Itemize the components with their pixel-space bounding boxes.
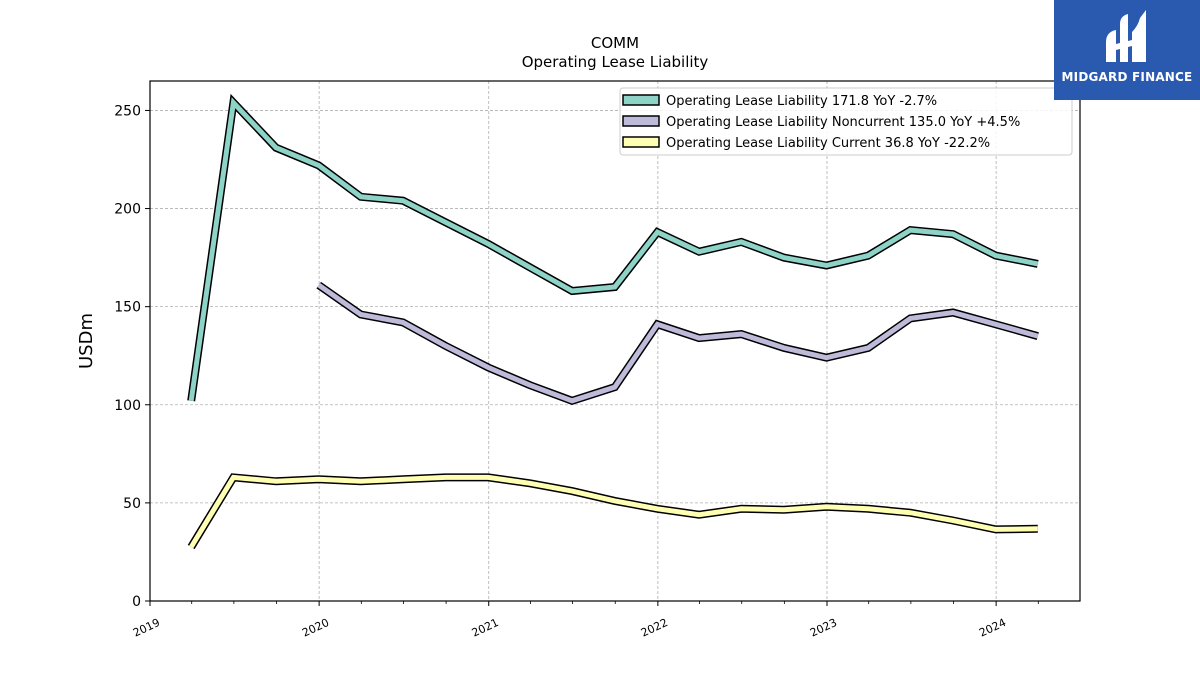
- x-tick-label: 2019: [131, 616, 162, 640]
- gridlines: [149, 81, 1080, 602]
- x-tick-label: 2023: [808, 616, 839, 640]
- series-line: [317, 283, 1039, 404]
- logo-mark-icon: [1106, 10, 1146, 62]
- legend-box: [619, 87, 1073, 156]
- axis-ticks: 0 50 100 150 200 250 2019 2020 2021 2022 2023 2024: [114, 103, 1039, 640]
- x-tick-label: 2024: [977, 616, 1008, 640]
- legend-swatch: [622, 115, 660, 127]
- y-tick-label: 100: [114, 398, 141, 414]
- y-tick-label: 200: [114, 202, 141, 218]
- y-tick-label: 250: [114, 103, 141, 119]
- series-line: [189, 474, 1038, 549]
- y-axis-label: USDm: [76, 313, 97, 369]
- x-tick-label: 2020: [300, 616, 331, 640]
- series-line-outline: [316, 281, 1039, 406]
- logo-text: MIDGARD FINANCE: [1061, 70, 1193, 84]
- legend-label: Operating Lease Liability Noncurrent 135…: [666, 115, 1020, 130]
- chart-title: COMM: [591, 34, 639, 52]
- series-line: [188, 97, 1039, 402]
- legend-swatch: [622, 94, 660, 106]
- y-tick-label: 0: [132, 594, 141, 610]
- series-group: [187, 93, 1039, 550]
- y-tick-label: 150: [114, 300, 141, 316]
- plot-frame: [149, 80, 1081, 602]
- x-tick-label: 2021: [470, 616, 501, 640]
- legend-swatch: [622, 136, 660, 148]
- y-tick-label: 50: [123, 496, 141, 512]
- brand-logo: MIDGARD FINANCE: [1054, 0, 1200, 100]
- legend: Operating Lease Liability 171.8 YoY -2.7…: [619, 87, 1073, 156]
- legend-label: Operating Lease Liability Current 36.8 Y…: [666, 136, 990, 151]
- chart-subtitle: Operating Lease Liability: [522, 53, 709, 71]
- legend-label: Operating Lease Liability 171.8 YoY -2.7…: [666, 94, 937, 109]
- x-tick-label: 2022: [639, 616, 670, 640]
